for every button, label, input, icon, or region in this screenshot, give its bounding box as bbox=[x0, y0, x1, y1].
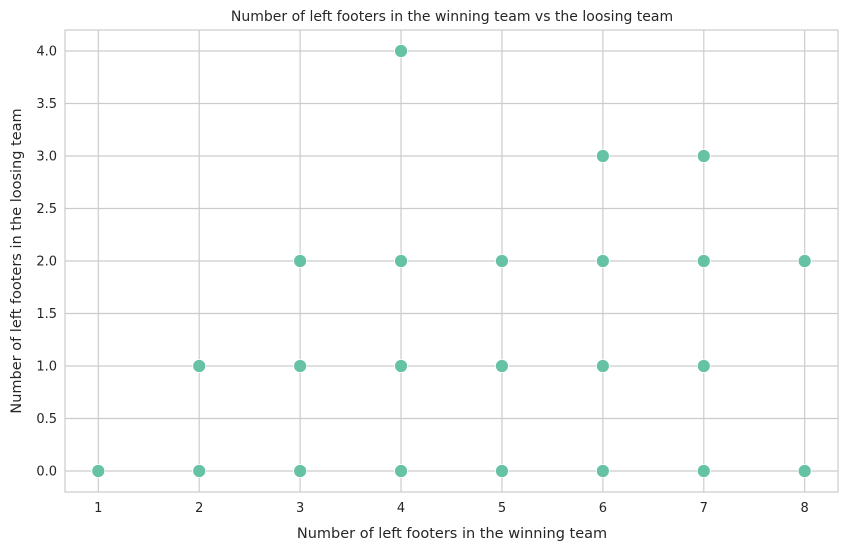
y-tick-label: 3.5 bbox=[36, 97, 57, 112]
x-tick-label: 8 bbox=[801, 501, 809, 516]
y-tick-label: 0.5 bbox=[36, 412, 57, 427]
y-tick-labels: 0.0 0.5 1.0 1.5 2.0 2.5 3.0 3.5 4.0 bbox=[36, 45, 57, 480]
x-tick-label: 2 bbox=[195, 501, 203, 516]
x-tick-label: 7 bbox=[700, 501, 708, 516]
data-point bbox=[595, 149, 610, 163]
y-tick-label: 2.5 bbox=[36, 202, 57, 217]
gridlines bbox=[65, 30, 838, 492]
y-axis-label: Number of left footers in the loosing te… bbox=[9, 108, 25, 413]
data-point bbox=[495, 359, 509, 373]
chart-title: Number of left footers in the winning te… bbox=[231, 9, 673, 25]
data-point bbox=[696, 464, 711, 478]
y-tick-label: 2.0 bbox=[36, 255, 57, 270]
data-point bbox=[192, 464, 207, 478]
data-point bbox=[797, 254, 812, 268]
data-point bbox=[394, 464, 408, 478]
plot-frame bbox=[64, 29, 839, 493]
x-tick-label: 5 bbox=[498, 501, 506, 516]
data-point bbox=[394, 44, 408, 58]
x-tick-label: 3 bbox=[296, 501, 304, 516]
y-tick-label: 3.0 bbox=[36, 150, 57, 165]
data-point bbox=[696, 359, 711, 373]
data-point bbox=[797, 464, 812, 478]
data-point bbox=[192, 359, 207, 373]
data-point bbox=[696, 254, 711, 268]
y-tick-label: 0.0 bbox=[36, 465, 57, 480]
data-point bbox=[495, 254, 509, 268]
x-tick-label: 1 bbox=[94, 501, 102, 516]
data-point bbox=[293, 464, 308, 478]
data-point bbox=[495, 464, 509, 478]
x-tick-labels: 1 2 3 4 5 6 7 8 bbox=[94, 501, 809, 516]
data-point bbox=[595, 359, 610, 373]
data-point bbox=[394, 254, 408, 268]
data-point bbox=[595, 464, 610, 478]
x-axis-label: Number of left footers in the winning te… bbox=[297, 526, 607, 542]
data-point bbox=[91, 464, 106, 478]
data-point bbox=[696, 149, 711, 163]
x-tick-label: 4 bbox=[397, 501, 405, 516]
x-tick-label: 6 bbox=[599, 501, 607, 516]
data-point bbox=[293, 254, 308, 268]
y-tick-label: 1.0 bbox=[36, 360, 57, 375]
data-point bbox=[293, 359, 308, 373]
y-tick-label: 4.0 bbox=[36, 45, 57, 60]
y-tick-label: 1.5 bbox=[36, 307, 57, 322]
data-points bbox=[91, 44, 812, 478]
data-point bbox=[394, 359, 408, 373]
plot-border bbox=[64, 29, 839, 493]
data-point bbox=[595, 254, 610, 268]
